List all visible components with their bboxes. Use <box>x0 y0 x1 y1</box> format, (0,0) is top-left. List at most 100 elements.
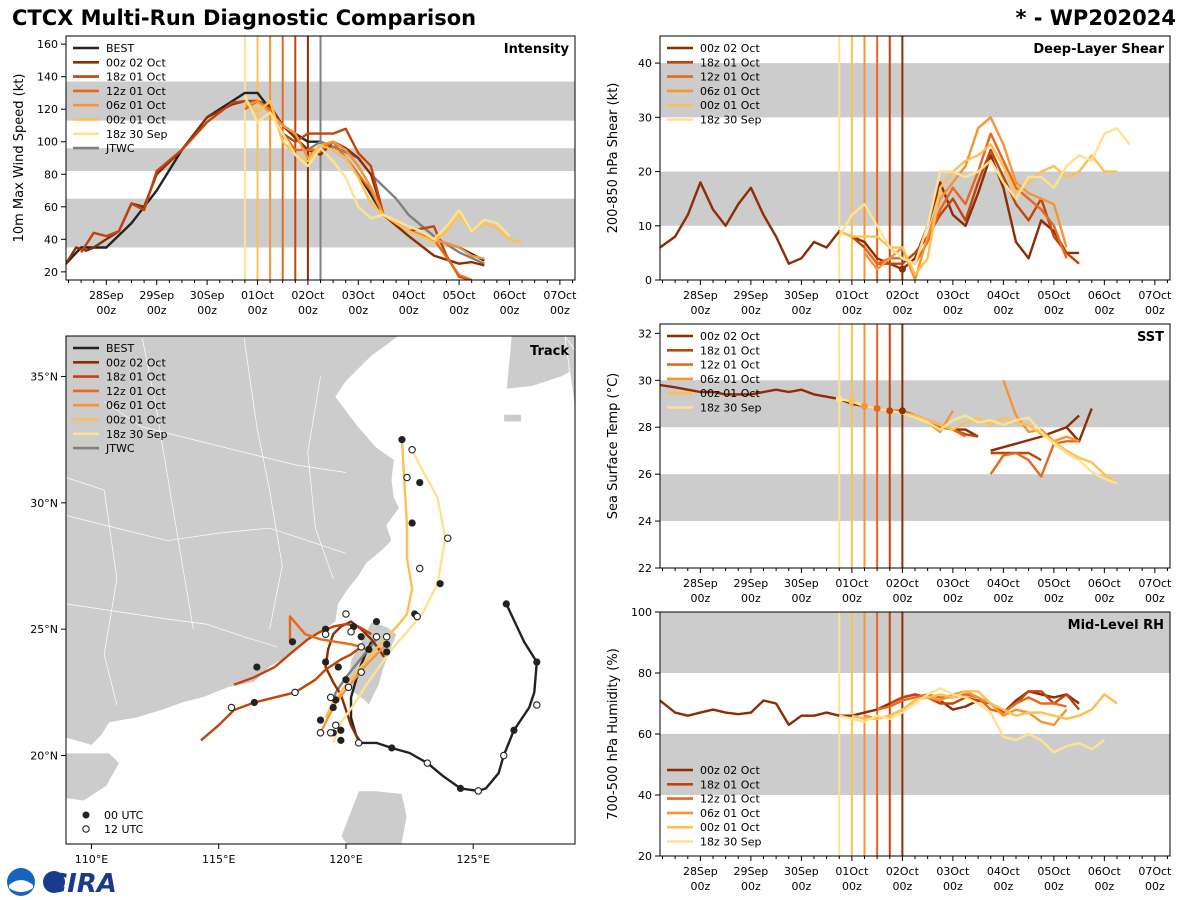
intensity-xtick-label: 00z <box>248 304 268 317</box>
intensity-series-18z-30-sep <box>243 95 511 241</box>
shear-xtick-label: 00z <box>1044 304 1064 317</box>
track-00utc-marker-14 <box>316 716 325 724</box>
shear-series-00z-02-oct <box>660 154 1080 271</box>
rh-xtick-label: 03Oct <box>936 865 970 878</box>
intensity-series-00z-02-oct <box>66 99 485 267</box>
track-00utc-marker-16 <box>383 640 391 648</box>
track-00utc-marker-11 <box>334 663 342 671</box>
sst-title: SST <box>1137 330 1164 345</box>
sst-xtick-label: 28Sep <box>683 577 718 590</box>
rh-legend-label-06z-01-oct: 06z 01 Oct <box>700 807 760 820</box>
intensity-xtick-label: 00z <box>348 304 368 317</box>
intensity-xtick-label: 00z <box>550 304 570 317</box>
track-ytick-label: 20°N <box>30 750 58 763</box>
shear-legend-label-18z-30-sep: 18z 30 Sep <box>700 114 762 127</box>
track-marker-legend-label: 12 UTC <box>104 823 144 836</box>
sst-ytick-label: 28 <box>638 421 652 434</box>
sst-xtick-label: 03Oct <box>936 577 970 590</box>
shear-ytick-label: 30 <box>638 111 652 124</box>
sst-ytick-label: 22 <box>638 562 652 575</box>
rh-xtick-label: 00z <box>1044 880 1064 893</box>
shear-legend-label-00z-02-oct: 00z 02 Oct <box>700 42 760 55</box>
track-xtick-label: 110°E <box>75 853 108 866</box>
rh-xtick-label: 00z <box>1145 880 1165 893</box>
panel-sst: 28Sep 00z 29Sep 00z 30Sep 00z 01Oct 00z 02Oct 00z… <box>606 323 1172 605</box>
rh-legend-label-00z-01-oct: 00z 01 Oct <box>700 821 760 834</box>
rh-series-12z-01-oct <box>876 693 1067 714</box>
track-00utc-marker-22 <box>436 580 444 588</box>
intensity-xtick-label: 01Oct <box>241 289 275 302</box>
rh-xtick-label: 00z <box>892 880 912 893</box>
land-hainan <box>66 752 120 802</box>
intensity-xtick-label: 07Oct <box>543 289 577 302</box>
intensity-ytick-label: 40 <box>44 233 58 246</box>
intensity-xtick-label: 29Sep <box>139 289 174 302</box>
intensity-legend-label-jtwc: JTWC <box>105 142 135 155</box>
storm-id: * - WP202024 <box>1015 6 1176 30</box>
track-legend-label-00z-01-oct: 00z 01 Oct <box>106 414 166 427</box>
sst-marker-0 <box>898 407 906 415</box>
track-legend-label-12z-01-oct: 12z 01 Oct <box>106 385 166 398</box>
rh-ytick-label: 80 <box>638 667 652 680</box>
shear-xtick-label: 03Oct <box>936 289 970 302</box>
rh-ytick-label: 100 <box>631 606 652 619</box>
intensity-xtick-label: 00z <box>399 304 419 317</box>
sst-xtick-label: 00z <box>943 592 963 605</box>
track-00utc-marker-2 <box>510 726 518 734</box>
shear-title: Deep-Layer Shear <box>1033 42 1164 57</box>
shear-ytick-label: 40 <box>638 57 652 70</box>
sst-xtick-label: 07Oct <box>1138 577 1172 590</box>
province-border-5 <box>307 376 334 579</box>
intensity-legend-label-00z-01-oct: 00z 01 Oct <box>106 114 166 127</box>
sst-xtick-label: 02Oct <box>886 577 920 590</box>
intensity-xtick-label: 04Oct <box>392 289 426 302</box>
intensity-ytick-label: 160 <box>37 38 58 51</box>
sst-legend-label-06z-01-oct: 06z 01 Oct <box>700 373 760 386</box>
province-border-4 <box>243 338 283 630</box>
noaa-cira-logo: CIRA <box>7 868 116 898</box>
intensity-xtick-label: 00z <box>147 304 167 317</box>
sst-series-06z-01-oct-post <box>1002 379 1080 443</box>
track-00utc-marker-21 <box>416 478 424 487</box>
track-00utc-marker-18 <box>357 633 365 641</box>
shear-series-06z-01-oct <box>863 116 1068 280</box>
track-12utc-marker-5 <box>316 729 325 737</box>
rh-ytick-label: 20 <box>638 850 652 863</box>
main-title: CTCX Multi-Run Diagnostic Comparison <box>12 6 477 30</box>
track-title: Track <box>530 344 569 359</box>
track-00utc-marker-19 <box>365 645 373 653</box>
intensity-series-06z-01-oct <box>244 99 485 261</box>
rh-band-0 <box>660 734 1170 795</box>
shear-legend-label-12z-01-oct: 12z 01 Oct <box>700 71 760 84</box>
intensity-xtick-label: 00z <box>298 304 318 317</box>
intensity-ytick-label: 20 <box>44 266 58 279</box>
shear-legend-label-00z-01-oct: 00z 01 Oct <box>700 99 760 112</box>
track-legend-label-jtwc: JTWC <box>105 442 135 455</box>
track-12utc-marker-17 <box>443 534 452 542</box>
sst-marker-2 <box>873 404 881 412</box>
shear-xtick-label: 02Oct <box>886 289 920 302</box>
sst-xtick-label: 00z <box>993 592 1013 605</box>
track-legend-label-18z-01-oct: 18z 01 Oct <box>106 371 166 384</box>
rh-xtick-label: 28Sep <box>683 865 718 878</box>
intensity-xtick-label: 28Sep <box>89 289 124 302</box>
track-legend-label-00z-02-oct: 00z 02 Oct <box>106 356 166 369</box>
track-xtick-label: 120°E <box>329 853 362 866</box>
shear-band-1 <box>660 63 1170 118</box>
rh-legend-label-18z-30-sep: 18z 30 Sep <box>700 836 762 849</box>
intensity-xtick-label: 06Oct <box>493 289 527 302</box>
track-00utc-marker-17 <box>372 617 381 626</box>
panel-track: 110°E 115°E 120°E 125°E 20°N 25°N 30°N 35°N Trac… <box>30 335 576 866</box>
track-marker-legend-label: 00 UTC <box>104 809 144 822</box>
shear-legend-label-06z-01-oct: 06z 01 Oct <box>700 85 760 98</box>
sst-xtick-label: 00z <box>1145 592 1165 605</box>
shear-xtick-label: 29Sep <box>734 289 769 302</box>
sst-xtick-label: 00z <box>892 592 912 605</box>
rh-plot-area <box>660 612 1170 856</box>
sst-xtick-label: 06Oct <box>1088 577 1122 590</box>
track-00utc-marker-0 <box>502 600 510 608</box>
shear-xtick-label: 05Oct <box>1037 289 1071 302</box>
province-border-3 <box>141 338 194 630</box>
sst-legend-label-00z-02-oct: 00z 02 Oct <box>700 330 760 343</box>
rh-xtick-label: 02Oct <box>886 865 920 878</box>
